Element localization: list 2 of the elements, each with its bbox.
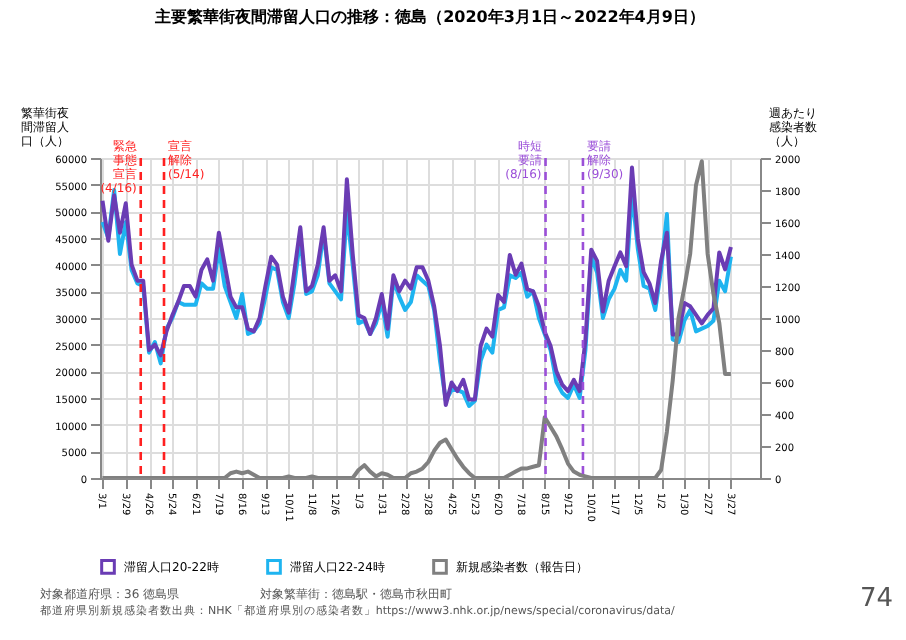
text: 74 (860, 584, 894, 614)
chart-title: 主要繁華街夜間滞留人口の推移：徳島（2020年3月1日～2022年4月9日） (153, 6, 705, 26)
